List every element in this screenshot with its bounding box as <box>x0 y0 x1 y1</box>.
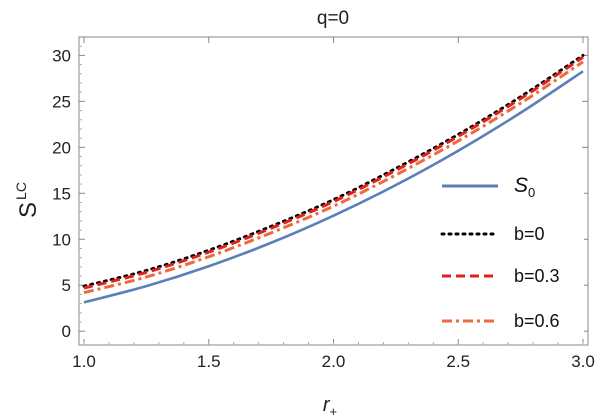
y-axis-label-superscript: LC <box>13 182 29 200</box>
x-tick-label: 3.0 <box>571 352 595 371</box>
y-axis-label: S LC <box>13 182 42 218</box>
ticks-layer: 1.0 1.5 2.0 2.5 3.0 0 5 10 15 20 25 30 <box>52 37 595 371</box>
y-tick-label: 30 <box>52 46 71 65</box>
x-tick-label: 2.0 <box>322 352 346 371</box>
chart-title: q=0 <box>317 8 349 29</box>
legend-label-2: b=0.3 <box>514 266 560 286</box>
y-tick-label: 15 <box>52 184 71 203</box>
y-tick-label: 0 <box>62 322 71 341</box>
legend-bg <box>436 216 584 250</box>
legend-label-base: b=0.6 <box>514 311 560 331</box>
series-line-1 <box>82 53 585 288</box>
legend-label-1: b=0 <box>514 224 545 244</box>
x-axis-label: r+ <box>323 394 337 419</box>
y-tick-label: 25 <box>52 92 71 111</box>
x-axis-label-subscript: + <box>330 404 338 419</box>
series-line-0 <box>83 70 584 304</box>
series-line-2 <box>83 55 584 290</box>
legend-bg <box>436 303 584 337</box>
legend-label-base: b=0 <box>514 224 545 244</box>
legend-label-0: S0 <box>514 174 535 200</box>
y-tick-label: 20 <box>52 138 71 157</box>
legend: S0 b=0 b=0.3 b=0.6 <box>436 168 584 337</box>
series-layer <box>82 53 585 304</box>
x-tick-label: 1.0 <box>72 352 96 371</box>
y-axis-label-base: S <box>15 202 42 218</box>
legend-label-base: b=0.3 <box>514 266 560 286</box>
legend-label-3: b=0.6 <box>514 311 560 331</box>
y-tick-label: 10 <box>52 230 71 249</box>
x-tick-label: 2.5 <box>446 352 470 371</box>
legend-label-sub: 0 <box>528 185 535 200</box>
x-tick-label: 1.5 <box>197 352 221 371</box>
series-line-3 <box>83 60 584 295</box>
legend-label-base: S <box>514 174 528 197</box>
y-tick-label: 5 <box>62 276 71 295</box>
x-axis-label-base: r <box>323 394 331 416</box>
